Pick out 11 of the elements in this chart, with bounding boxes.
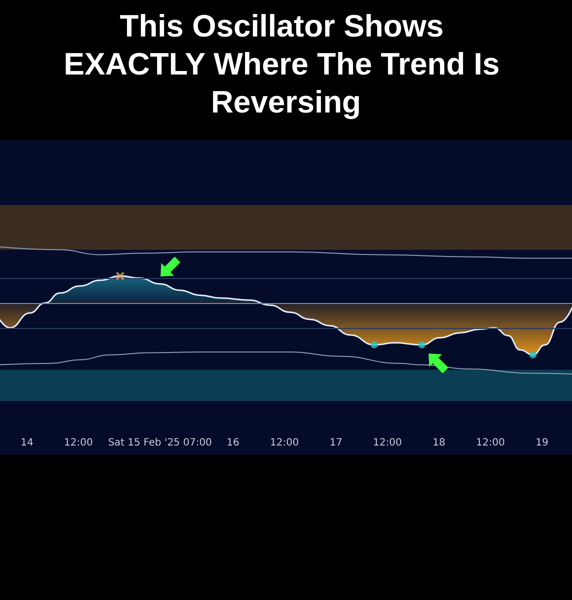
x-tick-label: Sat 15 Feb '25 07:00 [108, 438, 212, 448]
x-tick-label: 12:00 [373, 438, 402, 448]
x-tick-label: 12:00 [270, 438, 299, 448]
x-tick-label: 14 [20, 438, 34, 448]
x-tick-label: 19 [536, 438, 548, 448]
x-tick-label: 12:00 [476, 438, 505, 448]
x-tick-label: 17 [330, 438, 342, 448]
x-tick-label: 16 [226, 438, 240, 448]
x-tick-label: 18 [432, 438, 446, 448]
chart-title: This Oscillator Shows EXACTLY Where The Trend Is Reversing [64, 8, 508, 120]
x-tick-label: 12:00 [64, 438, 93, 448]
